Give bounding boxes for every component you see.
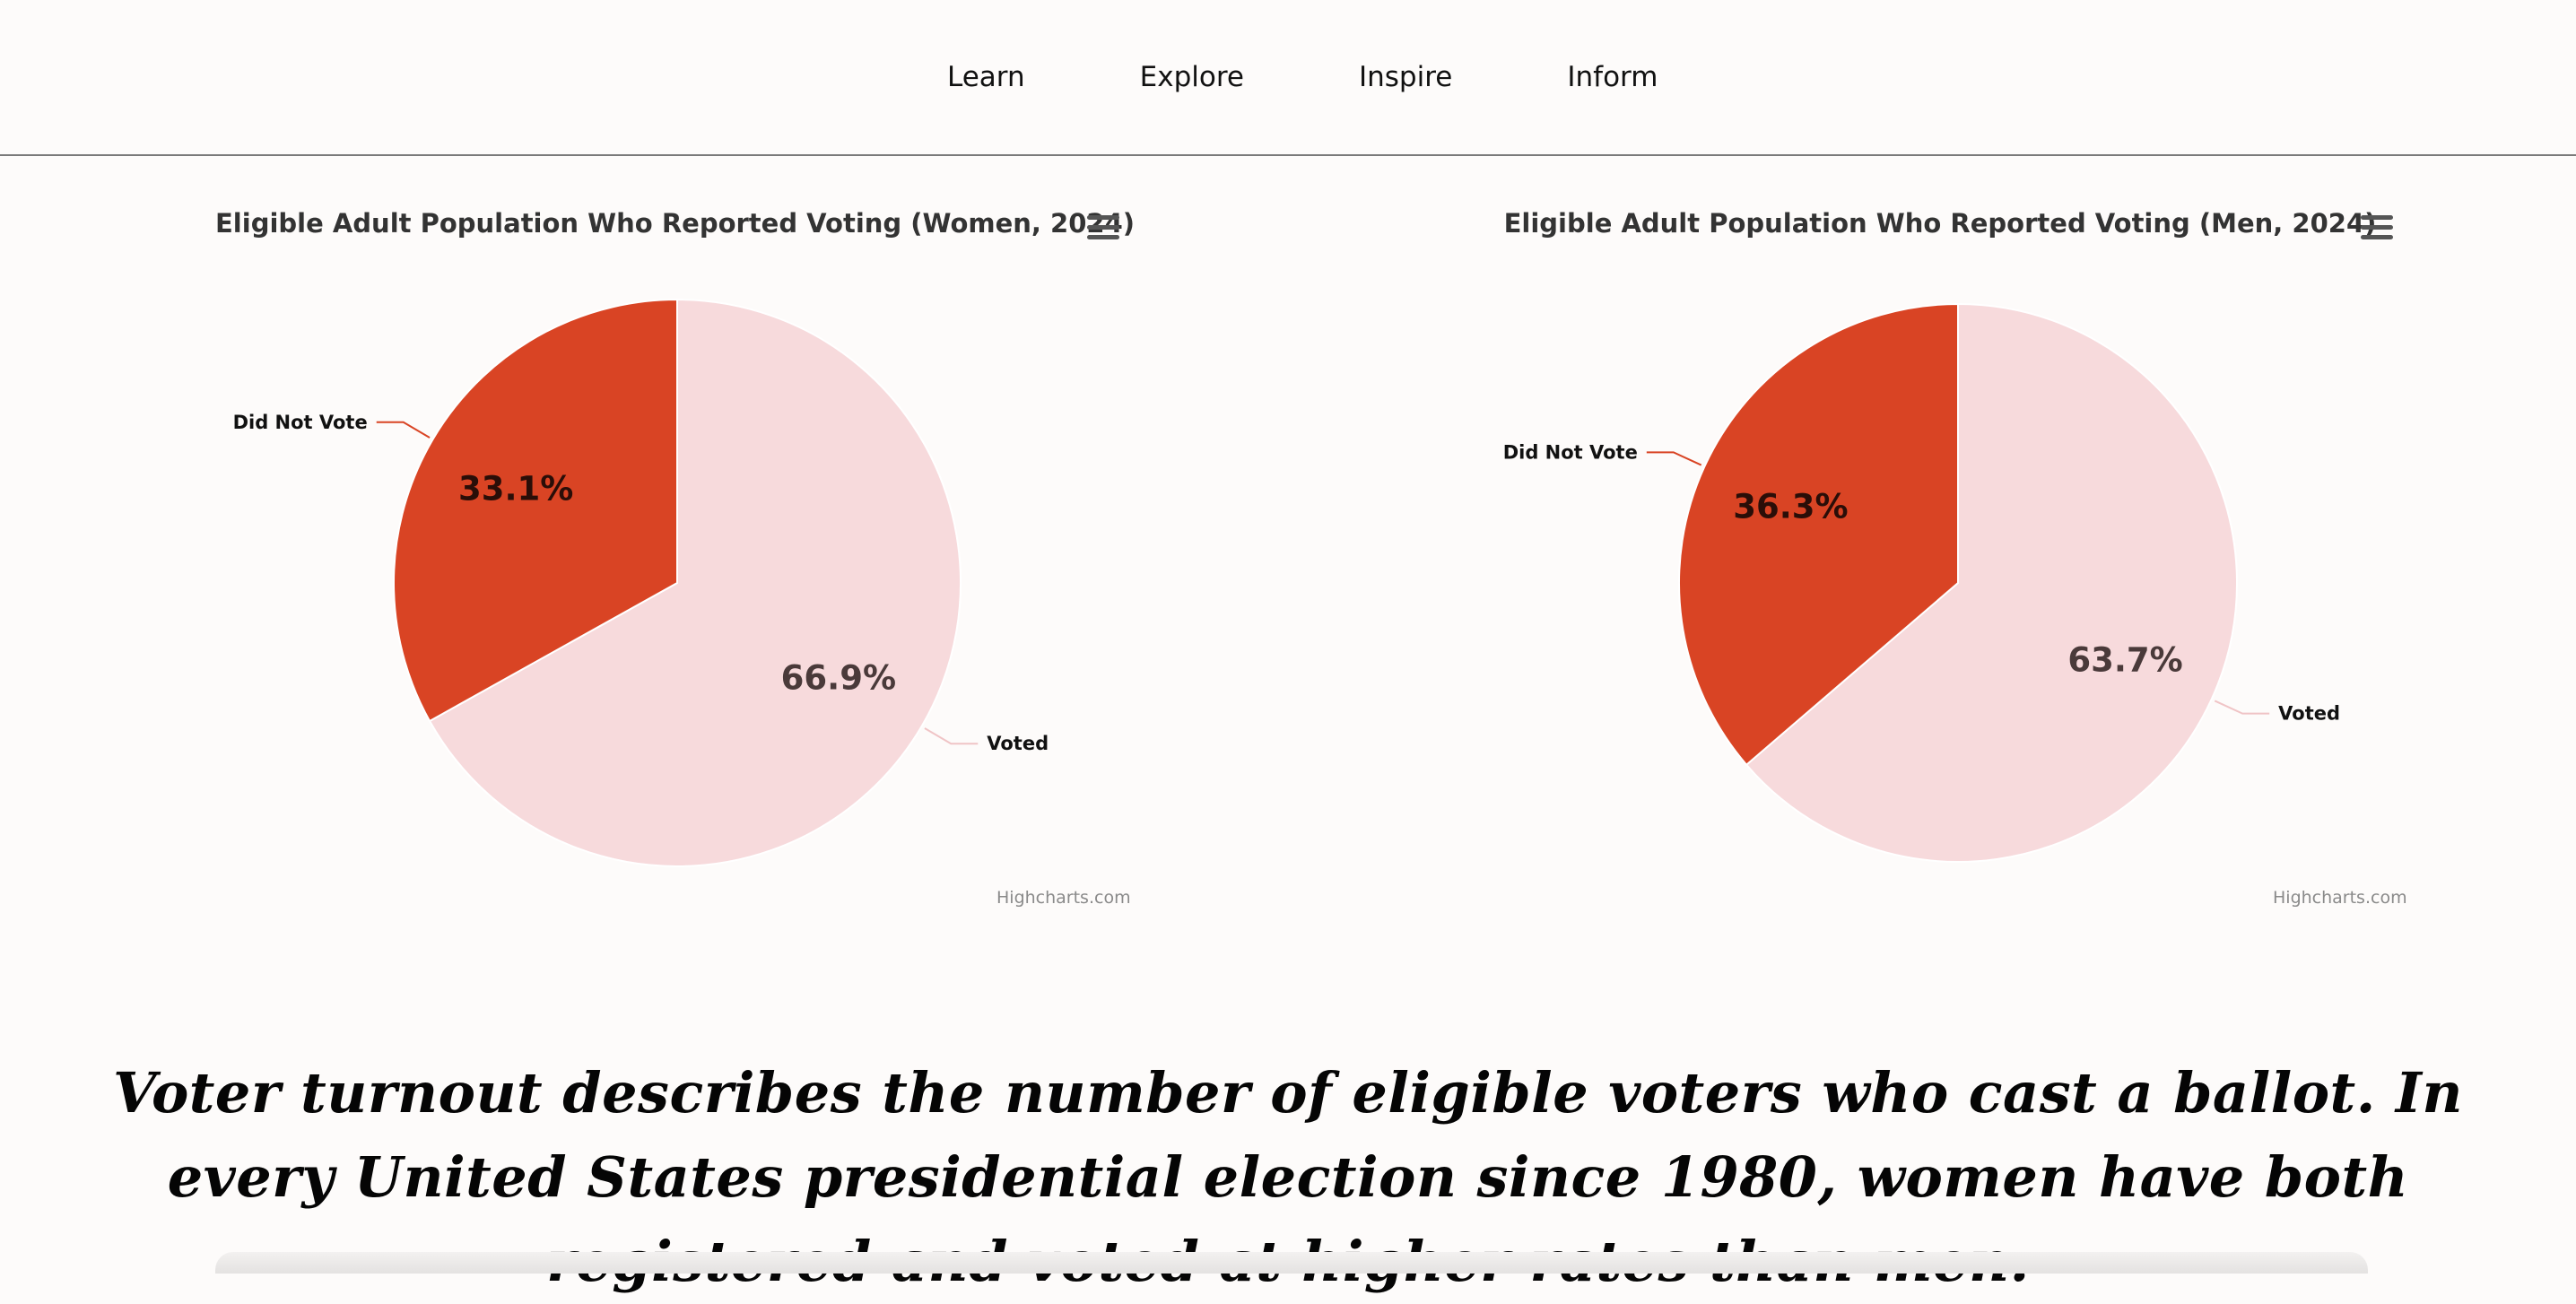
pie-chart-women: 66.9% Voted 33.1% Did Not Vote [233,298,1049,867]
label-did-not-vote: Did Not Vote [1503,441,1638,463]
slice-voted[interactable] [1745,302,2238,863]
data-label-did-not-vote: 36.3% [1733,487,1848,526]
connector-line [2214,700,2270,715]
label-voted: Voted [987,733,1049,754]
slice-did-not-vote[interactable] [393,298,678,723]
slice-did-not-vote[interactable] [1678,302,1959,767]
chart-title: Eligible Adult Population Who Reported V… [215,208,1136,239]
connector-line [924,727,979,745]
nav-menu: Learn Explore Inspire Inform [947,57,1658,97]
data-label-voted: 63.7% [2067,641,2182,680]
section-divider [215,1252,2368,1274]
nav-inspire[interactable]: Inspire [1358,61,1453,93]
hamburger-menu-icon [1087,215,1119,239]
data-label-did-not-vote: 33.1% [458,469,573,508]
nav-inform[interactable]: Inform [1567,61,1658,93]
chart-women: Eligible Adult Population Who Reported V… [215,188,1184,924]
highcharts-credit-link[interactable]: Highcharts.com [996,888,1131,908]
label-did-not-vote: Did Not Vote [233,412,368,433]
pie-chart-men: 63.7% Voted 36.3% Did Not Vote [1503,302,2340,863]
top-navigation: Learn Explore Inspire Inform [0,0,2576,156]
label-voted: Voted [2278,703,2340,725]
chart-men: Eligible Adult Population Who Reported V… [1492,188,2460,924]
chart-title: Eligible Adult Population Who Reported V… [1503,208,2377,239]
nav-explore[interactable]: Explore [1139,61,1244,93]
slice-voted[interactable] [428,298,962,867]
chart-menu-button[interactable] [1087,215,1119,240]
connector-line [1646,451,1702,466]
chart-menu-button[interactable] [2361,215,2393,240]
hamburger-menu-icon [2361,215,2393,239]
connector-line [376,421,431,439]
nav-learn[interactable]: Learn [947,61,1025,93]
highcharts-credit-link[interactable]: Highcharts.com [2273,888,2407,908]
data-label-voted: 66.9% [781,659,896,698]
